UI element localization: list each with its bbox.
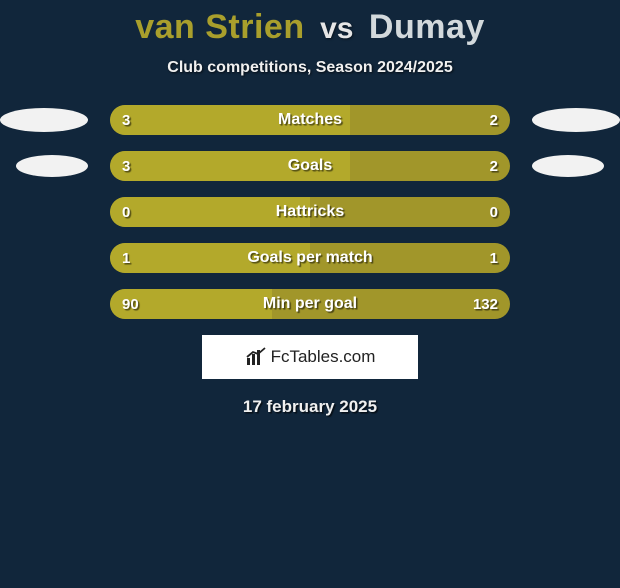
stat-bar: 00Hattricks bbox=[110, 197, 510, 227]
player1-avatar bbox=[16, 155, 88, 177]
stat-bar-fill bbox=[110, 151, 350, 181]
stat-value-left: 90 bbox=[122, 289, 139, 319]
player1-avatar bbox=[0, 108, 88, 132]
player2-name: Dumay bbox=[369, 8, 485, 46]
stat-bar-fill bbox=[110, 105, 350, 135]
source-text: FcTables.com bbox=[271, 347, 376, 367]
stat-row: 11Goals per match bbox=[0, 243, 620, 273]
stat-row: 00Hattricks bbox=[0, 197, 620, 227]
stat-value-left: 3 bbox=[122, 105, 130, 135]
player1-name: van Strien bbox=[135, 8, 304, 46]
stat-row: 32Matches bbox=[0, 105, 620, 135]
stat-value-right: 132 bbox=[473, 289, 498, 319]
stat-value-left: 1 bbox=[122, 243, 130, 273]
stat-bar-fill bbox=[110, 197, 310, 227]
stat-bar: 32Goals bbox=[110, 151, 510, 181]
subtitle: Club competitions, Season 2024/2025 bbox=[0, 59, 620, 77]
stat-bar: 11Goals per match bbox=[110, 243, 510, 273]
date-label: 17 february 2025 bbox=[0, 397, 620, 417]
stats-chart: 32Matches32Goals00Hattricks11Goals per m… bbox=[0, 105, 620, 319]
stat-row: 32Goals bbox=[0, 151, 620, 181]
comparison-title: van Strien vs Dumay bbox=[0, 8, 620, 47]
stat-bar: 90132Min per goal bbox=[110, 289, 510, 319]
stat-value-right: 2 bbox=[490, 105, 498, 135]
player2-avatar bbox=[532, 155, 604, 177]
stat-value-left: 3 bbox=[122, 151, 130, 181]
stat-row: 90132Min per goal bbox=[0, 289, 620, 319]
chart-icon bbox=[245, 346, 267, 368]
stat-value-right: 2 bbox=[490, 151, 498, 181]
stat-value-right: 1 bbox=[490, 243, 498, 273]
source-badge: FcTables.com bbox=[202, 335, 418, 379]
stat-bar-fill bbox=[110, 243, 310, 273]
player2-avatar bbox=[532, 108, 620, 132]
stat-value-right: 0 bbox=[490, 197, 498, 227]
vs-label: vs bbox=[320, 12, 353, 45]
stat-bar: 32Matches bbox=[110, 105, 510, 135]
stat-value-left: 0 bbox=[122, 197, 130, 227]
